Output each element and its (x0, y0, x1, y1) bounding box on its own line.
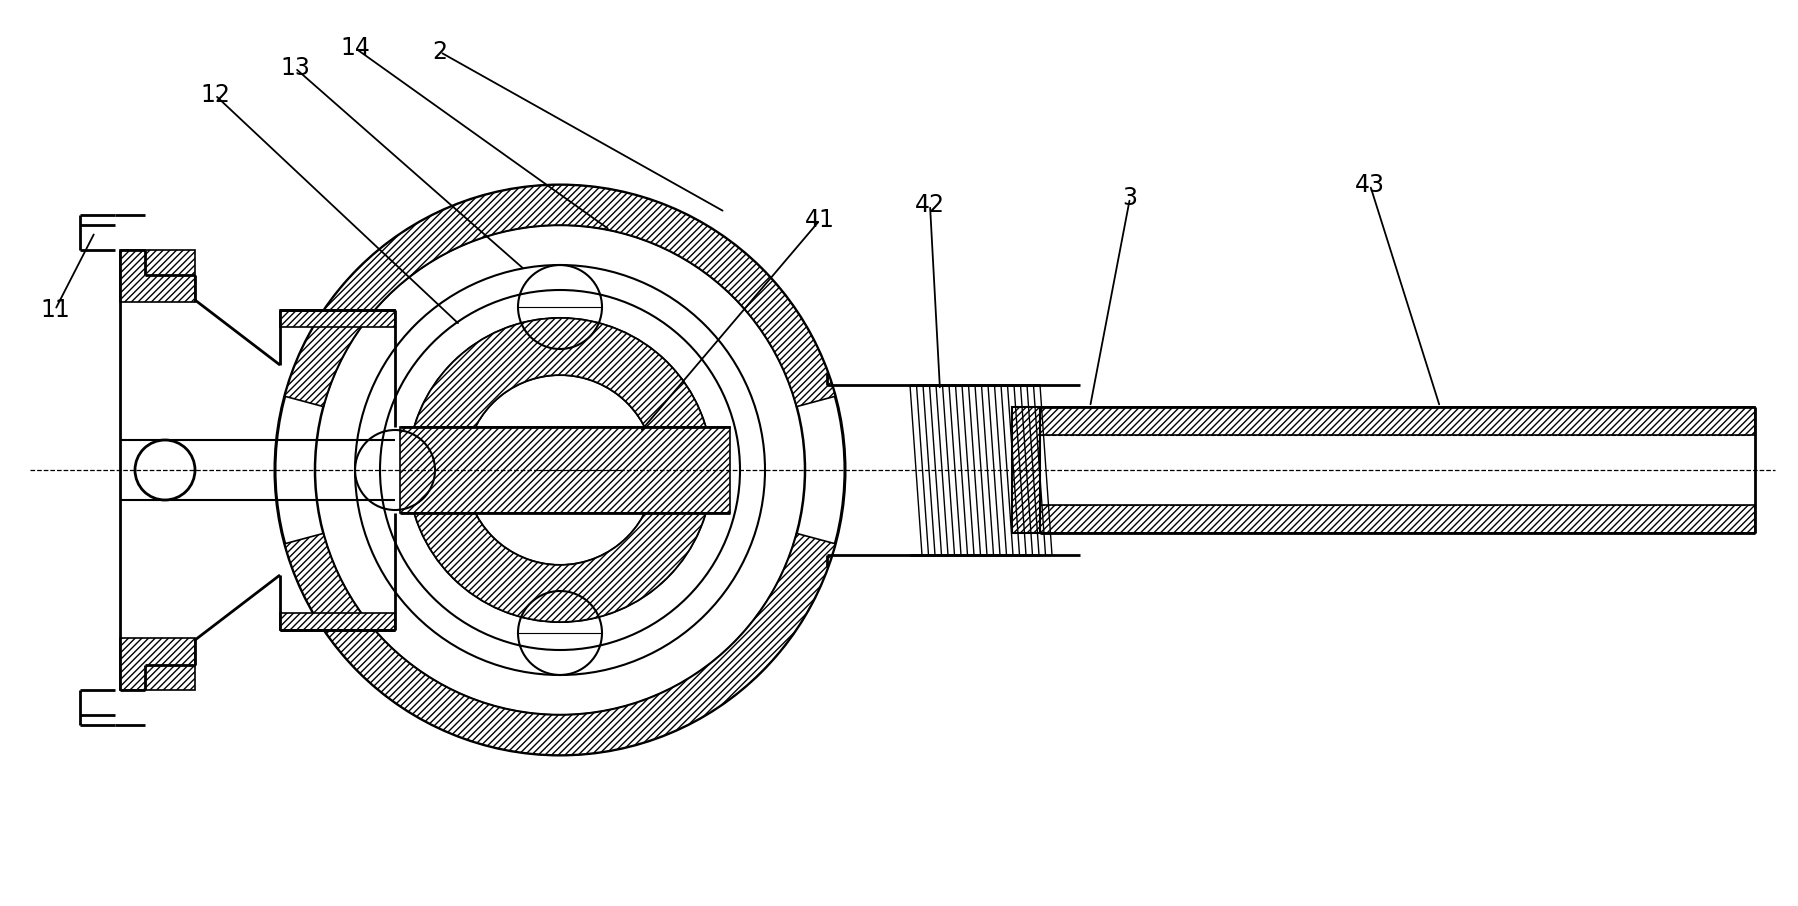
Text: 3: 3 (1122, 186, 1136, 210)
Bar (399, 427, 730, 513)
Wedge shape (284, 534, 834, 755)
Text: 42: 42 (915, 193, 944, 217)
Bar (1039, 407, 1755, 435)
Text: 41: 41 (806, 208, 834, 232)
Text: 43: 43 (1354, 173, 1384, 197)
Bar (1012, 407, 1039, 533)
Bar (120, 638, 194, 690)
Bar (120, 250, 194, 302)
Text: 2: 2 (432, 40, 448, 64)
Bar (1039, 505, 1755, 533)
Text: 13: 13 (280, 56, 309, 80)
Wedge shape (284, 185, 834, 407)
Text: 14: 14 (340, 36, 370, 60)
Bar (280, 310, 396, 327)
Wedge shape (414, 318, 707, 446)
Bar (280, 613, 396, 630)
Text: 12: 12 (200, 83, 230, 107)
Wedge shape (414, 495, 707, 622)
Text: 11: 11 (40, 298, 70, 322)
